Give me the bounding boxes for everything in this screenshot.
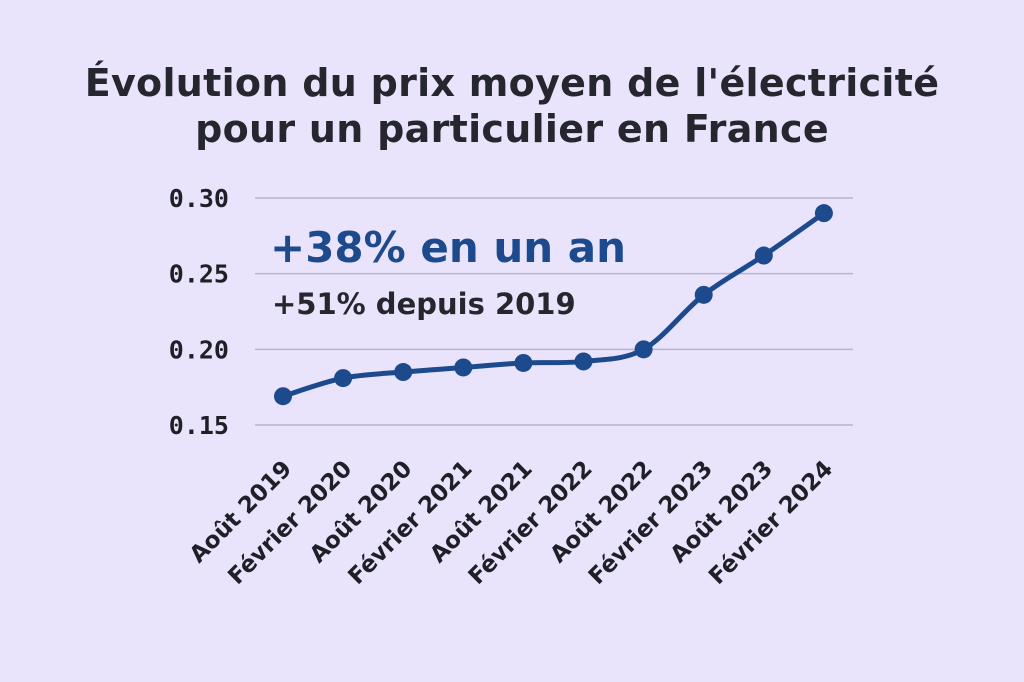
data-point [394, 363, 413, 382]
x-tick-label: Août 2019 [185, 456, 297, 568]
data-point [514, 353, 533, 372]
data-point [634, 340, 653, 359]
y-tick-label: 0.30 [169, 184, 229, 213]
data-point [454, 358, 473, 377]
gridlines [255, 197, 853, 426]
y-axis-ticks: 0.30 0.25 0.20 0.15 [169, 184, 229, 440]
series-line [282, 211, 826, 399]
series-path [282, 211, 826, 399]
y-tick-label: 0.25 [169, 260, 229, 289]
y-tick-label: 0.15 [169, 411, 229, 440]
data-point [694, 285, 713, 304]
data-point [574, 352, 593, 371]
data-point [274, 387, 292, 406]
chart-title: Évolution du prix moyen de l'électricité… [0, 60, 1024, 152]
series-points [274, 204, 833, 406]
chart-title-line1: Évolution du prix moyen de l'électricité [84, 61, 940, 105]
data-point [754, 246, 773, 265]
y-tick-label: 0.20 [169, 335, 229, 364]
data-point [334, 369, 353, 388]
data-point [814, 204, 833, 223]
chart-title-line2: pour un particulier en France [195, 107, 829, 151]
annotation-sub: +51% depuis 2019 [272, 287, 576, 321]
annotation-main: +38% en un an [270, 223, 626, 272]
